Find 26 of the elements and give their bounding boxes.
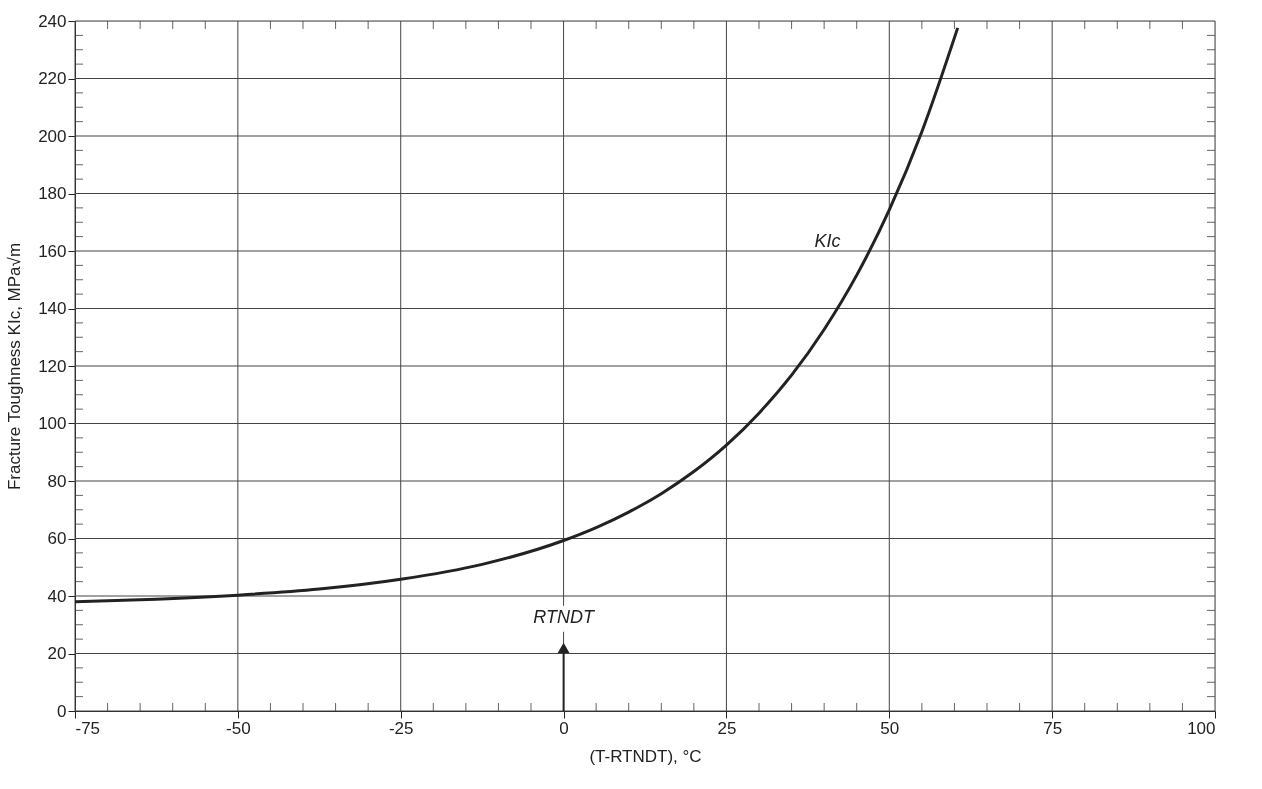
y-axis-title: Fracture Toughness KIc, MPa√m	[5, 242, 25, 491]
x-tick-label: 100	[1187, 718, 1216, 738]
y-tick-label: 20	[47, 644, 67, 663]
x-tick-label: 50	[880, 718, 900, 738]
x-tick-label: 75	[1043, 718, 1063, 738]
annotation: RTNDT	[533, 606, 596, 627]
y-tick-label: 140	[38, 299, 67, 318]
y-tick-label: 0	[57, 701, 67, 721]
x-tick-label: 25	[717, 718, 737, 738]
y-tick-label: 220	[38, 69, 67, 88]
x-tick-label: -75	[75, 718, 101, 738]
x-tick-label: 0	[559, 718, 569, 738]
y-tick-label: 200	[38, 126, 67, 146]
y-tick-label: 60	[47, 529, 67, 548]
x-axis-title: (T-RTNDT), °C	[589, 746, 702, 766]
y-tick-label: 160	[38, 241, 67, 261]
y-tick-label: 240	[38, 11, 67, 31]
y-tick-label: 80	[47, 471, 67, 491]
line-series	[73, 26, 960, 604]
y-tick-label: 100	[38, 414, 67, 433]
y-tick-label: 180	[38, 184, 67, 203]
x-tick-label: -25	[388, 718, 414, 738]
annotation: KIc	[814, 230, 841, 251]
x-tick-label: -50	[226, 718, 251, 738]
y-tick-label: 120	[38, 356, 67, 376]
y-tick-label: 40	[47, 586, 67, 606]
